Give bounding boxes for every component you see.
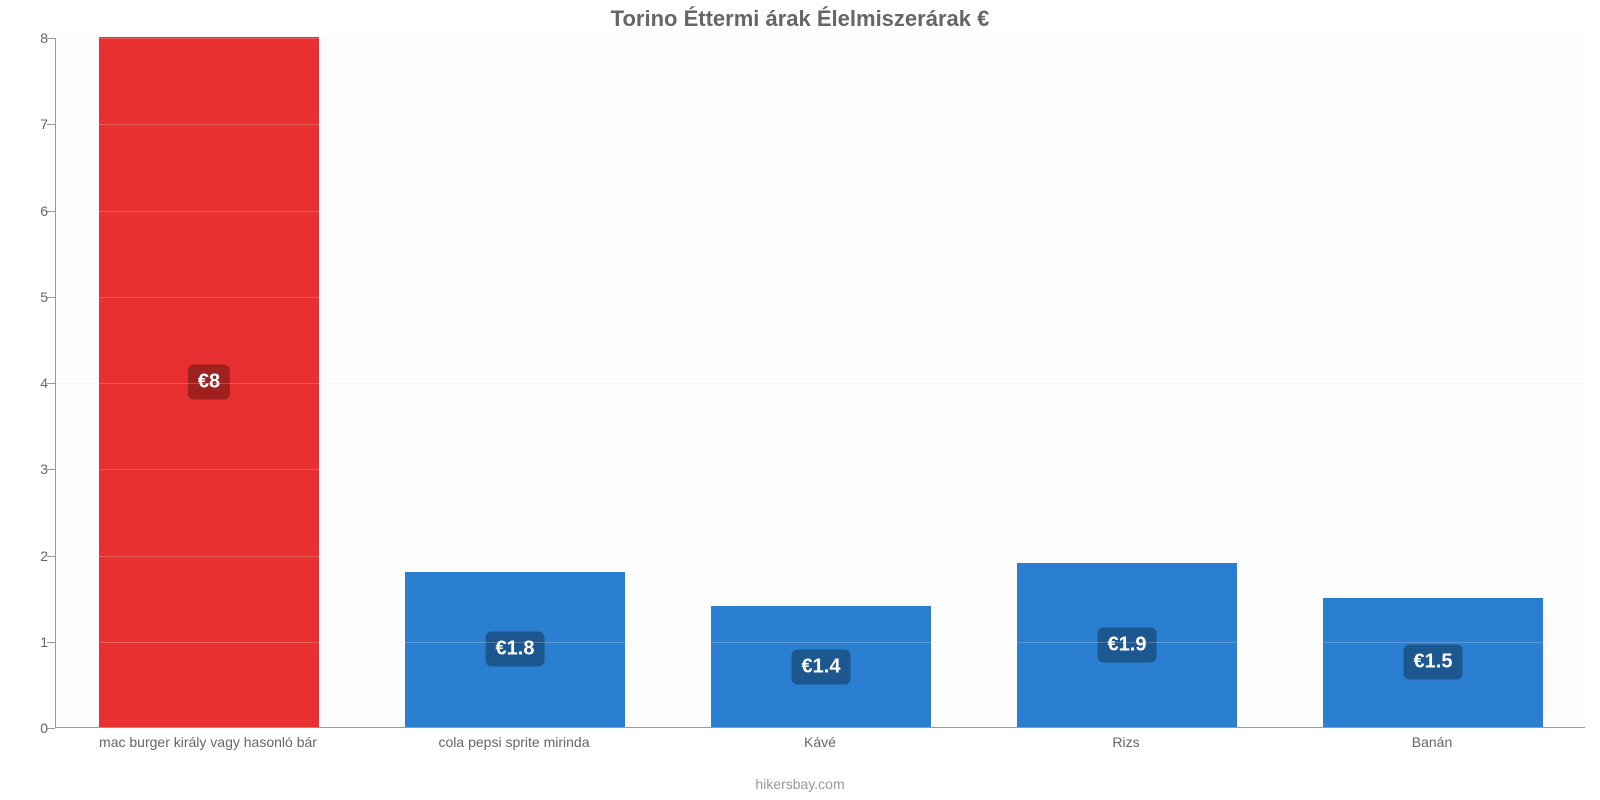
bar-value-badge: €1.4 [792,649,851,684]
ytick-mark [47,297,55,298]
xtick-label: mac burger király vagy hasonló bár [99,734,317,750]
gridline [56,124,1585,125]
gridline [56,211,1585,212]
gridline [56,642,1585,643]
ytick-mark [47,124,55,125]
ytick-label: 0 [8,720,48,736]
ytick-label: 6 [8,203,48,219]
gridline [56,469,1585,470]
ytick-mark [47,469,55,470]
ytick-label: 8 [8,30,48,46]
ytick-mark [47,211,55,212]
chart-footer: hikersbay.com [0,776,1600,792]
bar-value-badge: €1.8 [486,632,545,667]
price-bar-chart: Torino Éttermi árak Élelmiszerárak € 0 1 2… [0,0,1600,800]
ytick-label: 3 [8,461,48,477]
ytick-mark [47,383,55,384]
ytick-mark [47,642,55,643]
gridline [56,297,1585,298]
xtick-label: Banán [1412,734,1452,750]
ytick-label: 2 [8,548,48,564]
ytick-mark [47,38,55,39]
xtick-label: cola pepsi sprite mirinda [439,734,590,750]
xtick-label: Rizs [1112,734,1139,750]
chart-title: Torino Éttermi árak Élelmiszerárak € [0,6,1600,32]
ytick-label: 1 [8,634,48,650]
gridline [56,38,1585,39]
plot-area: €8 €1.8 €1.4 €1.9 €1.5 [55,38,1585,728]
gridline [56,383,1585,384]
ytick-label: 4 [8,375,48,391]
gridline [56,556,1585,557]
bar-value-badge: €8 [188,365,230,400]
bar-value-badge: €1.9 [1098,628,1157,663]
bar-value-badge: €1.5 [1404,645,1463,680]
xtick-label: Kávé [804,734,836,750]
ytick-mark [47,728,55,729]
ytick-mark [47,556,55,557]
ytick-label: 7 [8,116,48,132]
ytick-label: 5 [8,289,48,305]
